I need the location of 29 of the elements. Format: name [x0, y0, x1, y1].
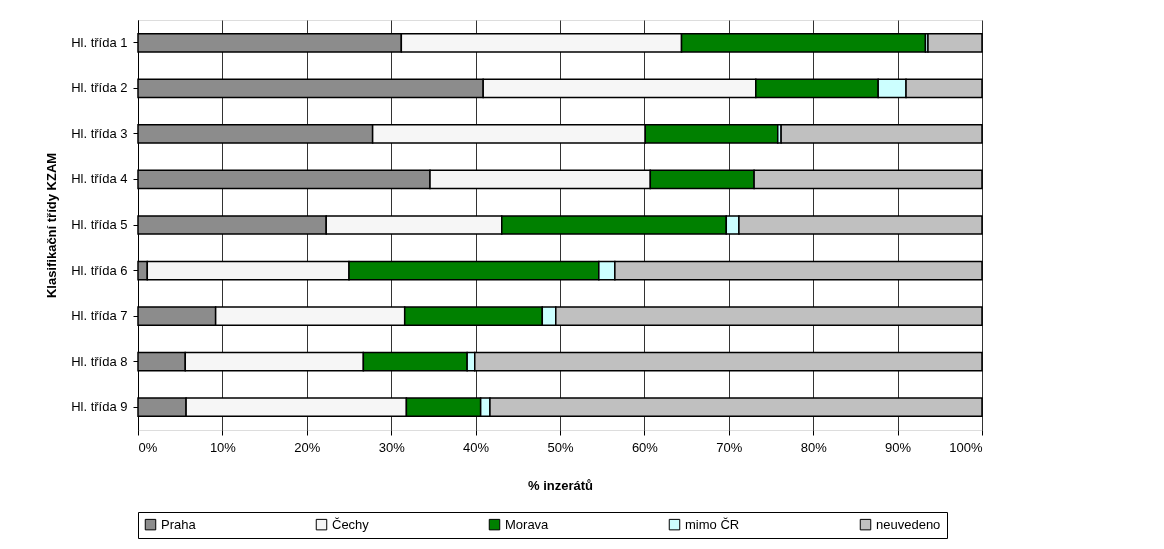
bar	[927, 32, 983, 53]
x-tick-label: 90%	[885, 439, 912, 455]
y-tick-label: Hl. třída 4	[71, 171, 128, 187]
y-tick-label: Hl. třída 1	[71, 34, 128, 50]
y-tick-label: Hl. třída 3	[71, 125, 128, 141]
y-tick-label: Hl. třída 8	[71, 353, 128, 369]
x-tick-label: 50%	[547, 439, 574, 455]
legend-label: mimo ČR	[685, 516, 740, 532]
x-tick-label: 100%	[949, 439, 983, 455]
legend-label: Morava	[505, 516, 550, 532]
y-tick-label: Hl. třída 5	[71, 217, 128, 232]
y-tick-label: Hl. třída 9	[71, 399, 128, 415]
bar	[780, 124, 983, 144]
x-tick-label: 10%	[209, 439, 237, 455]
x-tick-label: 70%	[716, 439, 743, 455]
y-tick-label: Hl. třída 7	[71, 308, 128, 324]
legend-label: Praha	[161, 516, 197, 532]
x-tick-label: 0%	[138, 439, 158, 455]
x-tick-label: 40%	[463, 439, 490, 455]
x-tick-label: 20%	[294, 439, 321, 455]
x-tick-label: 30%	[378, 439, 406, 455]
y-tick-label: Hl. třída 2	[71, 80, 128, 96]
x-tick-label: 80%	[800, 439, 828, 455]
x-tick-label: 60%	[631, 439, 659, 455]
x-axis-title: % inzerátů	[527, 477, 594, 493]
legend-label: neuvedeno	[876, 516, 941, 532]
y-axis-title: Klasifikační třídy KZAM	[44, 152, 60, 299]
legend-label: Čechy	[332, 516, 370, 532]
y-tick-label: Hl. třída 6	[71, 262, 128, 278]
